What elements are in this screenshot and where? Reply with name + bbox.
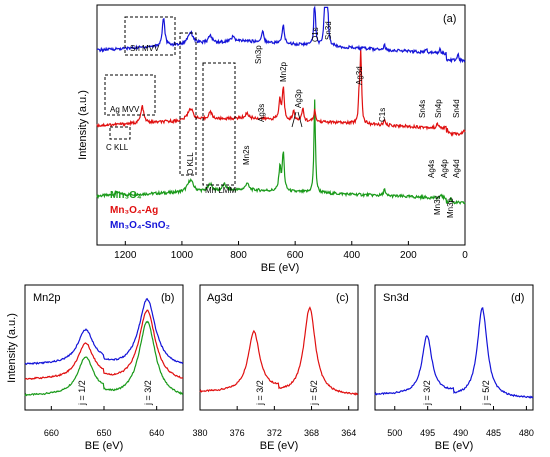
- ann-d-j52: j = 5/2: [481, 380, 491, 406]
- x-tick-label: 372: [267, 428, 282, 438]
- x-tick-label: 1000: [171, 250, 194, 261]
- panel-b-ylabel: Intensity (a.u.): [6, 313, 18, 383]
- x-tick-label: 500: [387, 428, 402, 438]
- ann-ag4s: Ag4s: [427, 160, 436, 178]
- x-tick-label: 650: [96, 428, 111, 438]
- series-line-b-2: [24, 297, 184, 366]
- panel-b-label: (b): [161, 292, 174, 304]
- ann-mn2p: Mn2p: [279, 61, 288, 82]
- x-tick-label: 400: [343, 250, 360, 261]
- ann-c-j52: j = 5/2: [309, 380, 319, 406]
- ann-c-j32: j = 3/2: [255, 380, 265, 406]
- panel-a-x-ticks: 1200 1000 800 600 400 200 0: [114, 241, 468, 261]
- ann-ag3p: Ag3p: [294, 89, 303, 108]
- panel-d-frame: [374, 284, 534, 411]
- ann-sn3p: Sn3p: [254, 45, 263, 64]
- series-line-b-1: [24, 309, 184, 381]
- panel-d-label: (d): [511, 292, 524, 304]
- panel-c-series: [199, 306, 359, 396]
- x-tick-label: 0: [462, 250, 468, 261]
- legend-mn3o4-sno2: Mn₃O₄-SnO₂: [110, 220, 170, 231]
- x-tick-label: 490: [453, 428, 468, 438]
- ann-mn2s: Mn2s: [242, 145, 251, 165]
- ann-sn-mvv: Sn MVV: [130, 44, 160, 53]
- panel-a-xlabel: BE (eV): [261, 262, 300, 274]
- box-o-kll: [179, 32, 197, 176]
- ann-b-j12: j = 1/2: [77, 380, 87, 406]
- ann-ag-mvv: Ag MVV: [110, 105, 140, 114]
- x-tick-label: 480: [519, 428, 534, 438]
- x-tick-label: 1200: [114, 250, 137, 261]
- ann-d-j32: j = 3/2: [422, 380, 432, 406]
- series-line-a-1: [96, 48, 466, 137]
- panel-a: (a) Intensity (a.u.) BE (eV) 1200 1000 800…: [77, 4, 468, 274]
- ann-mn-lmm: Mn LMM: [205, 186, 236, 195]
- ann-o1s: O1s: [311, 27, 320, 42]
- ann-ag3p-arrow-2: [297, 111, 303, 128]
- ann-ag3p-arrow-1: [291, 111, 297, 128]
- legend-mn3o4-ag: Mn₃O₄-Ag: [110, 205, 158, 216]
- x-tick-label: 485: [486, 428, 501, 438]
- panel-d-title: Sn3d: [383, 292, 409, 304]
- legend-mn3o4: Mn₃O₄: [110, 190, 142, 201]
- x-tick-label: 660: [44, 428, 59, 438]
- ann-mn3s: Mn3s: [433, 195, 442, 215]
- panel-a-series: [96, 5, 466, 205]
- ann-mn3p: Mn3p: [446, 197, 455, 218]
- panel-b-x-ticks: 660 650 640: [44, 406, 164, 438]
- series-line-d-0: [374, 306, 534, 399]
- panel-c: Ag3d (c) BE (eV) 380 376 372 368 364 j = 3/2…: [192, 284, 359, 452]
- series-line-a-2: [97, 5, 466, 64]
- series-line-b-0: [24, 320, 184, 397]
- panel-c-title: Ag3d: [207, 292, 233, 304]
- ann-sn4s: Sn4s: [418, 100, 427, 118]
- ann-ag4p: Ag4p: [440, 159, 449, 178]
- panel-c-frame: [199, 284, 359, 411]
- ann-ag4d: Ag4d: [452, 159, 461, 178]
- x-tick-label: 364: [341, 428, 356, 438]
- series-line-c-0: [199, 306, 359, 396]
- panel-a-label: (a): [443, 13, 456, 25]
- panel-c-xlabel: BE (eV): [260, 440, 299, 452]
- panel-b-title: Mn2p: [33, 292, 61, 304]
- panel-c-label: (c): [336, 292, 349, 304]
- panel-d: Sn3d (d) BE (eV) 500 495 490 485 480 j = 3/2…: [374, 284, 534, 452]
- panel-a-legend: Mn₃O₄ Mn₃O₄-Ag Mn₃O₄-SnO₂: [110, 190, 170, 231]
- ann-c-kll: C KLL: [106, 143, 129, 152]
- x-tick-label: 376: [230, 428, 245, 438]
- ann-sn4p: Sn4p: [434, 99, 443, 118]
- x-tick-label: 800: [230, 250, 247, 261]
- x-tick-label: 495: [420, 428, 435, 438]
- panel-c-x-ticks: 380 376 372 368 364: [192, 406, 356, 438]
- panel-a-ylabel: Intensity (a.u.): [77, 90, 89, 160]
- panel-d-series: [374, 306, 534, 399]
- x-tick-label: 600: [287, 250, 304, 261]
- panel-b-xlabel: BE (eV): [85, 440, 124, 452]
- ann-o-kll: O KLL: [186, 152, 195, 175]
- ann-ag3d: Ag3d: [355, 66, 364, 85]
- box-mn-lmm: [202, 62, 236, 186]
- ann-c1s: C1s: [378, 108, 387, 122]
- panel-d-xlabel: BE (eV): [435, 440, 474, 452]
- panel-b: Intensity (a.u.) Mn2p (b) BE (eV) 660 650…: [6, 284, 184, 452]
- panel-d-x-ticks: 500 495 490 485 480: [387, 406, 534, 438]
- x-tick-label: 368: [304, 428, 319, 438]
- box-ag-mvv: [104, 74, 156, 116]
- x-tick-label: 200: [400, 250, 417, 261]
- box-sn-mvv: [124, 16, 176, 56]
- ann-sn4d: Sn4d: [452, 99, 461, 118]
- panel-b-series: [24, 297, 184, 397]
- series-line-a-0: [96, 99, 466, 205]
- box-c-kll: [109, 126, 131, 140]
- x-tick-label: 640: [149, 428, 164, 438]
- ann-b-j32: j = 3/2: [143, 380, 153, 406]
- ann-sn3d: Sn3d: [324, 21, 333, 40]
- x-tick-label: 380: [192, 428, 207, 438]
- ann-ag3s: Ag3s: [257, 104, 266, 122]
